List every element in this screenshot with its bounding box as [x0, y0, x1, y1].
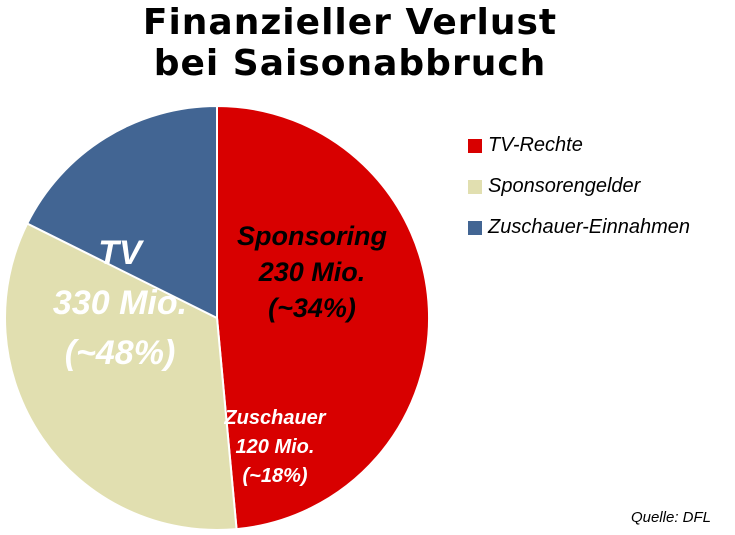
- chart-title-line-1: Finanzieller Verlust: [142, 2, 558, 43]
- chart-title-line-2: bei Saisonabbruch: [153, 43, 547, 84]
- slice-label-sponsoring-name: Sponsoring: [237, 221, 387, 251]
- legend-label-zuschauer-einnahmen: Zuschauer-Einnahmen: [488, 216, 690, 238]
- slice-label-zuschauer-value: 120 Mio.: [235, 436, 315, 458]
- legend: TV-Rechte Sponsorengelder Zuschauer-Einn…: [468, 125, 690, 248]
- source-note: Quelle: DFL: [630, 509, 711, 526]
- slice-label-sponsoring: Sponsoring 230 Mio. (~34%): [212, 218, 412, 326]
- slice-label-tv: TV 330 Mio. (~48%): [15, 228, 225, 378]
- legend-label-tv-rechte: TV-Rechte: [488, 134, 583, 156]
- chart-title: Finanzieller Verlust bei Saisonabbruch: [0, 2, 700, 84]
- legend-label-sponsorengelder: Sponsorengelder: [488, 175, 641, 197]
- legend-item-sponsorengelder: Sponsorengelder: [468, 166, 690, 207]
- slice-label-tv-name: TV: [98, 234, 142, 272]
- slice-label-zuschauer-share: (~18%): [242, 465, 308, 487]
- slice-label-zuschauer: Zuschauer 120 Mio. (~18%): [195, 404, 355, 491]
- legend-swatch-tv-rechte: [468, 138, 482, 153]
- slice-label-sponsoring-share: (~34%): [268, 293, 356, 323]
- pie-slices: [4, 104, 431, 531]
- slice-label-tv-value: 330 Mio.: [52, 284, 188, 322]
- pie-slice-tv-rechte: [216, 104, 431, 531]
- pie-slice-zuschauer-einnahmen: [25, 104, 218, 320]
- legend-item-tv-rechte: TV-Rechte: [468, 125, 690, 166]
- slice-label-sponsoring-value: 230 Mio.: [258, 257, 366, 287]
- legend-swatch-zuschauer-einnahmen: [468, 220, 482, 235]
- slice-label-zuschauer-name: Zuschauer: [224, 407, 326, 429]
- slice-label-tv-share: (~48%): [64, 334, 176, 372]
- legend-item-zuschauer-einnahmen: Zuschauer-Einnahmen: [468, 207, 690, 248]
- legend-swatch-sponsorengelder: [468, 179, 482, 194]
- pie-slice-sponsorengelder: [4, 222, 238, 531]
